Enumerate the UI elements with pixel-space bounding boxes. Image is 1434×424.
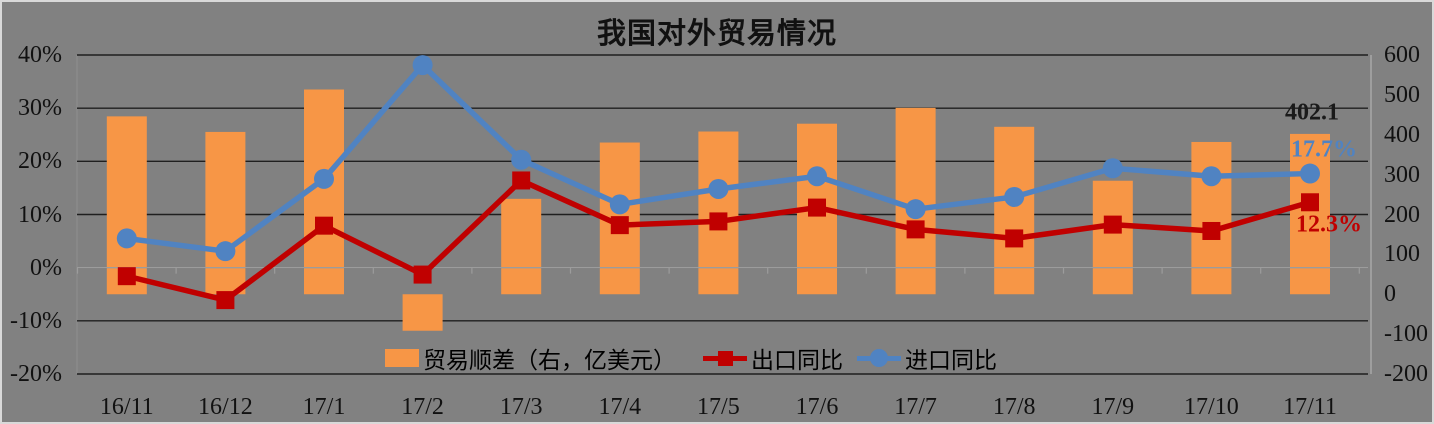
x-axis-label: 16/11 bbox=[99, 394, 154, 420]
right-axis-tick-label: 300 bbox=[1384, 161, 1420, 188]
legend-item-export-yoy: 出口同比 bbox=[703, 341, 843, 375]
left-axis-tick-label: 0% bbox=[30, 254, 62, 281]
data-label-export-yoy: 12.3% bbox=[1296, 211, 1362, 238]
export-yoy-marker bbox=[1202, 221, 1221, 240]
import-yoy-marker bbox=[1102, 158, 1123, 179]
legend-item-import-yoy: 进口同比 bbox=[857, 341, 997, 375]
import-yoy-marker bbox=[314, 168, 334, 189]
x-axis-label: 16/12 bbox=[198, 394, 253, 420]
legend-item-trade-surplus: 贸易顺差（右，亿美元） bbox=[385, 341, 676, 375]
export-yoy-marker bbox=[512, 171, 531, 190]
import-yoy-marker bbox=[116, 228, 137, 249]
export-yoy-marker bbox=[1103, 215, 1122, 234]
import-yoy-marker bbox=[511, 149, 532, 170]
x-axis-label: 17/6 bbox=[795, 394, 839, 420]
export-yoy-marker bbox=[610, 216, 629, 235]
bar-swatch-icon bbox=[385, 349, 419, 367]
x-axis-label: 17/3 bbox=[499, 394, 543, 420]
x-axis-label: 17/8 bbox=[992, 394, 1036, 420]
import-yoy-marker bbox=[708, 178, 729, 199]
right-axis-tick-label: 500 bbox=[1384, 81, 1420, 108]
x-axis-label: 17/2 bbox=[401, 394, 444, 420]
left-axis-tick-label: -10% bbox=[10, 307, 62, 334]
x-axis-label: 17/5 bbox=[697, 394, 740, 420]
legend-label-export-yoy: 出口同比 bbox=[751, 347, 843, 373]
right-axis-tick-label: -200 bbox=[1384, 361, 1428, 387]
x-axis-label: 17/1 bbox=[302, 394, 346, 420]
bar-trade-surplus bbox=[501, 198, 542, 295]
data-label-trade-surplus: 402.1 bbox=[1285, 99, 1339, 126]
legend: 贸易顺差（右，亿美元） 出口同比 进口同比 bbox=[385, 345, 997, 373]
export-yoy-marker bbox=[117, 267, 136, 286]
x-axis-label: 17/11 bbox=[1283, 394, 1337, 420]
bar-trade-surplus bbox=[1092, 180, 1133, 295]
right-axis-tick-label: -100 bbox=[1384, 321, 1428, 348]
import-line-swatch-icon bbox=[857, 348, 901, 368]
left-axis-tick-label: 40% bbox=[18, 42, 62, 68]
import-yoy-marker bbox=[215, 241, 236, 262]
import-yoy-marker bbox=[1300, 163, 1320, 184]
chart-title: 我国对外贸易情况 bbox=[596, 18, 837, 50]
right-axis-tick-label: 0 bbox=[1384, 281, 1396, 308]
bar-trade-surplus bbox=[205, 131, 246, 295]
import-yoy-marker bbox=[609, 194, 630, 215]
export-yoy-marker bbox=[1301, 193, 1319, 212]
import-yoy-marker bbox=[1004, 186, 1025, 207]
export-yoy-marker bbox=[906, 220, 925, 239]
export-yoy-marker bbox=[808, 198, 826, 217]
export-yoy-marker bbox=[216, 291, 235, 310]
x-axis-label: 17/9 bbox=[1091, 394, 1135, 420]
right-axis-tick-label: 600 bbox=[1384, 42, 1420, 68]
import-yoy-marker bbox=[412, 55, 433, 76]
export-yoy-marker bbox=[709, 212, 728, 231]
export-line-swatch-icon bbox=[703, 348, 747, 368]
right-axis-tick-label: 200 bbox=[1384, 201, 1420, 228]
legend-label-import-yoy: 进口同比 bbox=[905, 347, 997, 373]
left-axis-tick-label: -20% bbox=[10, 361, 62, 387]
bar-trade-surplus bbox=[402, 294, 443, 331]
bar-trade-surplus bbox=[994, 126, 1035, 295]
right-axis-tick-label: 100 bbox=[1384, 241, 1420, 268]
export-yoy-marker bbox=[315, 216, 333, 235]
legend-label-trade-surplus: 贸易顺差（右，亿美元） bbox=[423, 347, 676, 373]
x-axis-label: 17/4 bbox=[598, 394, 642, 420]
left-axis-tick-label: 10% bbox=[18, 201, 62, 228]
import-yoy-marker bbox=[905, 199, 926, 220]
right-axis-tick-label: 400 bbox=[1384, 121, 1420, 148]
bar-trade-surplus bbox=[106, 116, 147, 295]
x-axis-label: 17/10 bbox=[1184, 394, 1239, 420]
bar-trade-surplus bbox=[1191, 141, 1232, 295]
left-axis-tick-label: 30% bbox=[18, 95, 62, 122]
import-yoy-marker bbox=[807, 166, 827, 187]
export-yoy-marker bbox=[413, 265, 432, 284]
export-yoy-marker bbox=[1005, 229, 1024, 248]
data-label-import-yoy: 17.7% bbox=[1291, 136, 1357, 163]
import-yoy-marker bbox=[1201, 166, 1222, 187]
x-axis-label: 17/7 bbox=[894, 394, 937, 420]
left-axis-tick-label: 20% bbox=[18, 148, 62, 175]
